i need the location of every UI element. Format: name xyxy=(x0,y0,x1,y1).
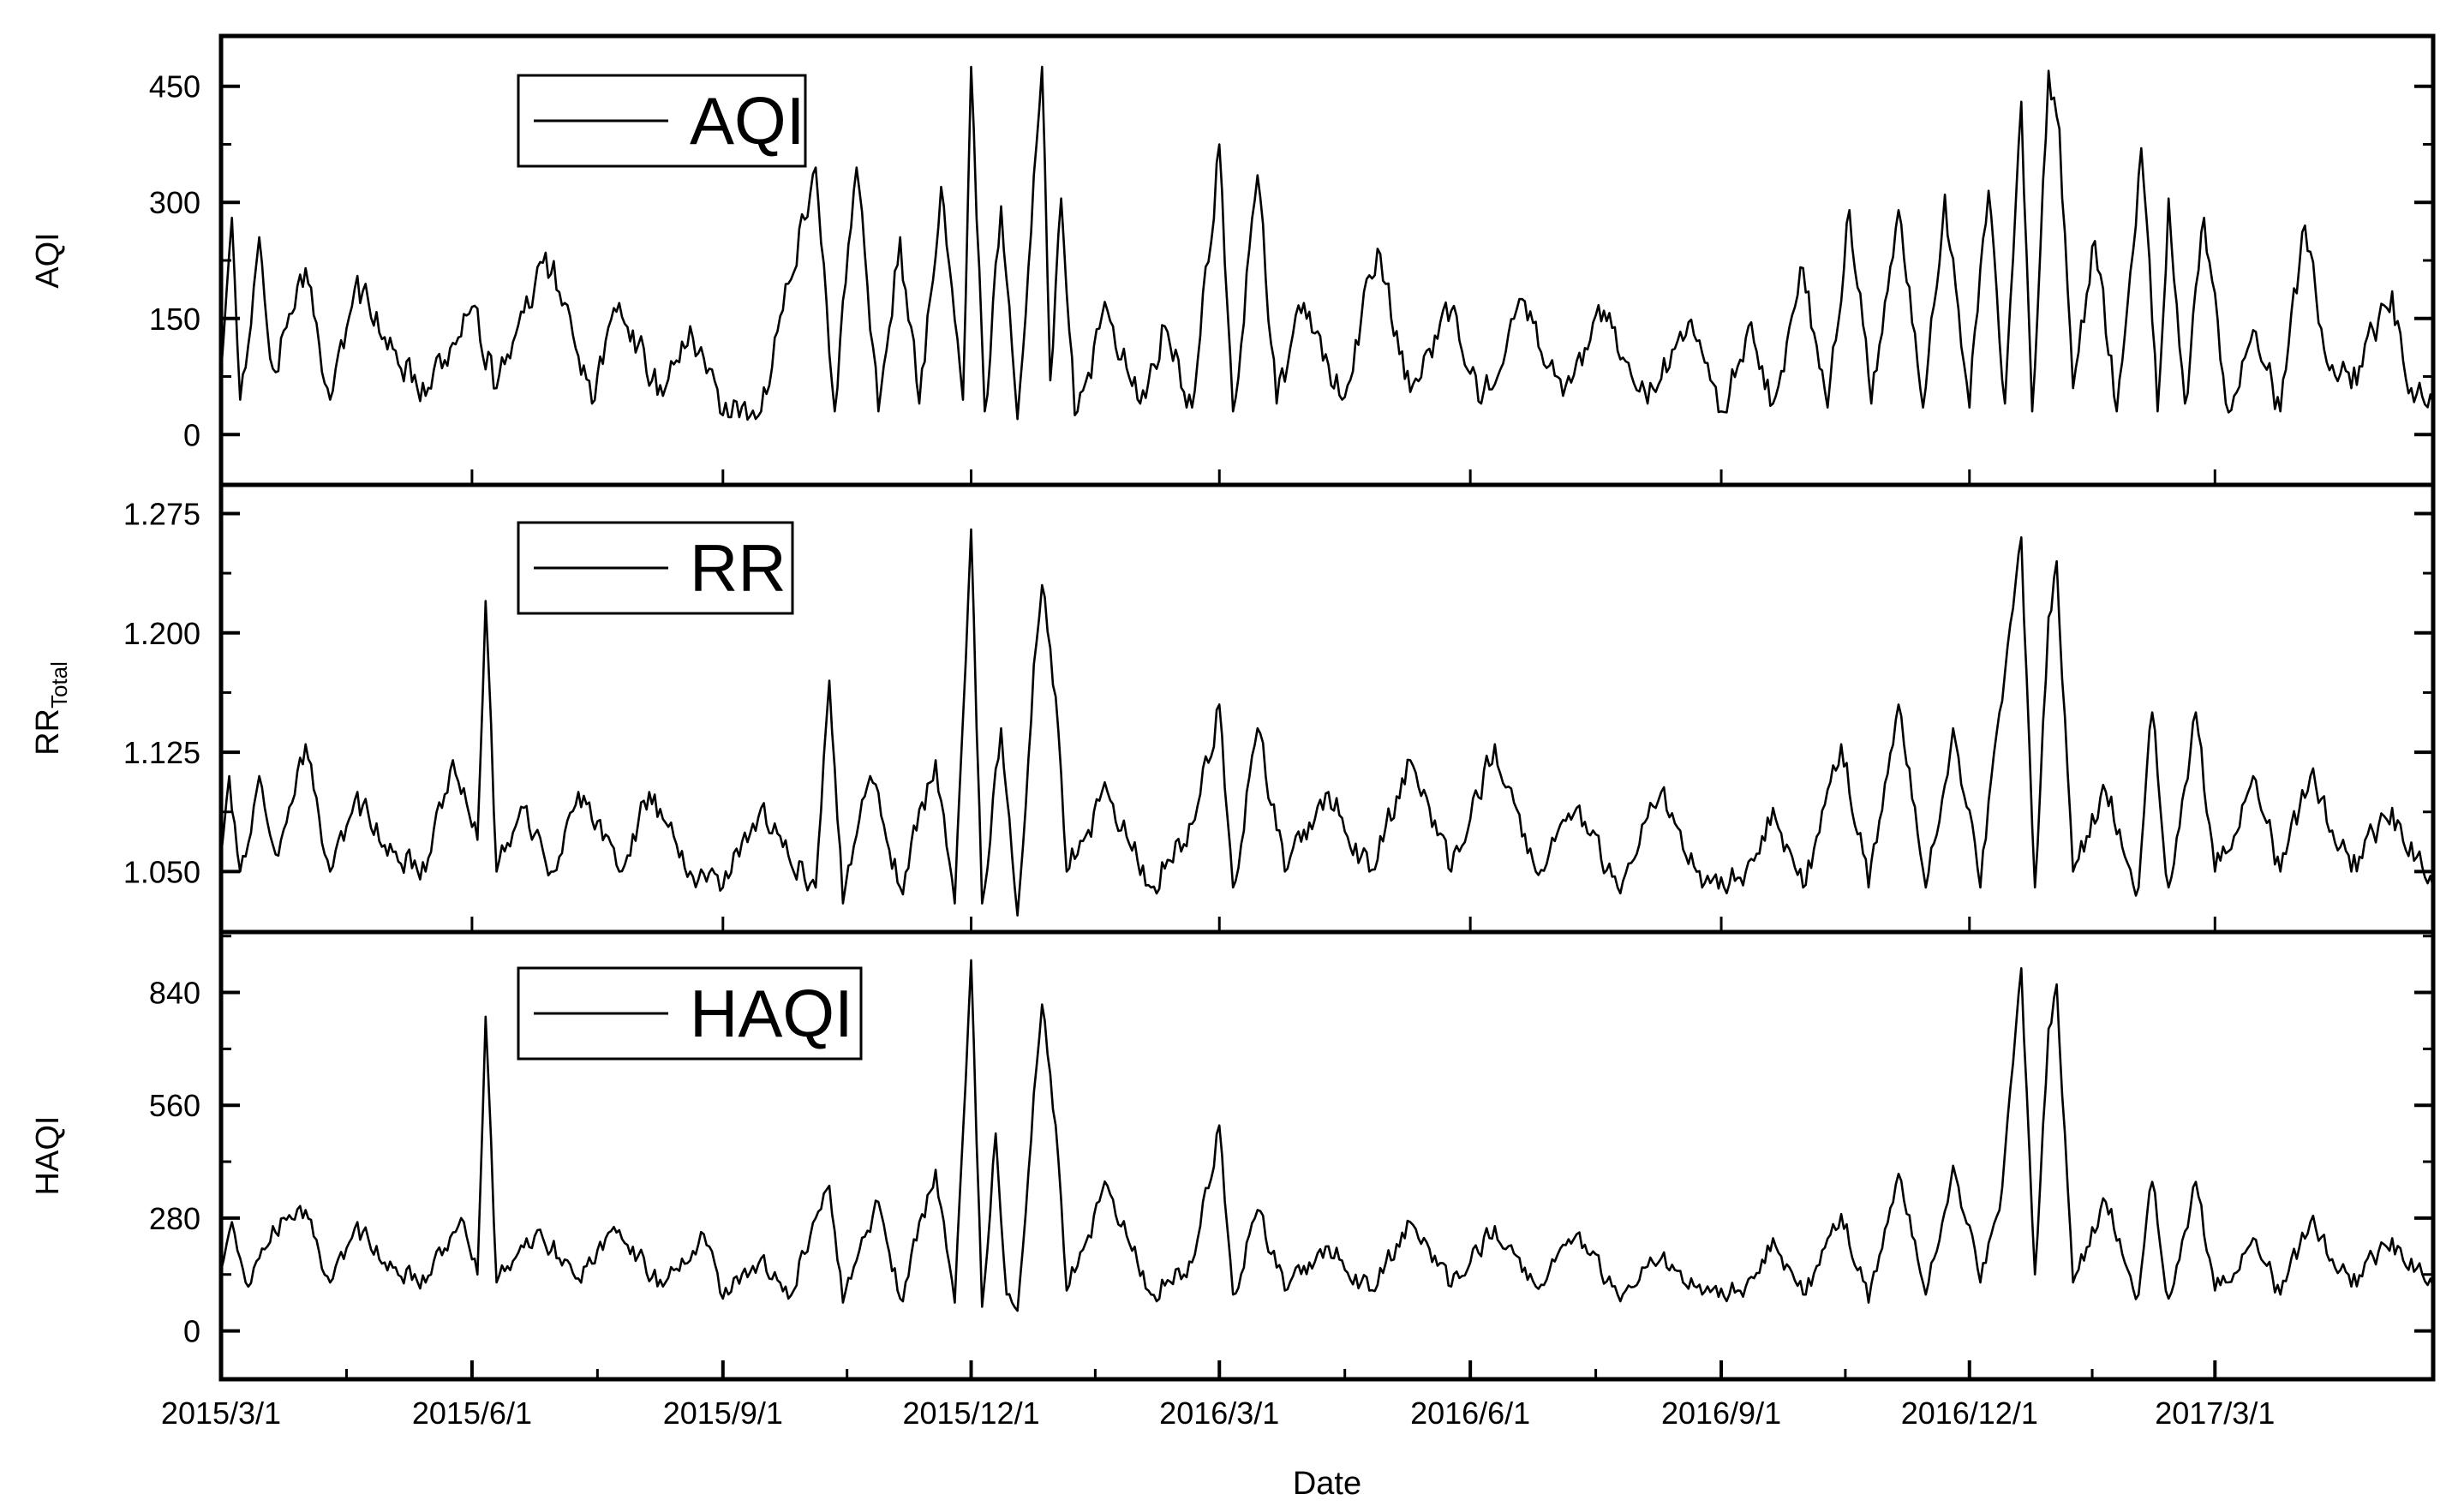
panel-rr: 1.050 1.125 1.200 1.275 RRTotal RR xyxy=(30,482,2436,935)
series-line-aqi xyxy=(219,65,2435,421)
y-tick-label: 0 xyxy=(183,417,200,452)
series-line-rr xyxy=(219,528,2435,917)
y-tick-label: 1.200 xyxy=(123,616,200,651)
panel-frame xyxy=(218,929,2436,1382)
legend-label: HAQI xyxy=(690,976,853,1051)
y-tick-label: 1.050 xyxy=(123,854,200,889)
y-tick-label: 560 xyxy=(149,1088,200,1123)
legend-rr: RR xyxy=(517,521,794,615)
y-tick-label: 450 xyxy=(149,69,200,105)
x-axis-label: Date xyxy=(1293,1466,1361,1502)
legend-aqi: AQI xyxy=(517,74,807,168)
x-tick-label: 2015/9/1 xyxy=(663,1395,783,1431)
y-tick-label: 1.125 xyxy=(123,735,200,770)
panel-aqi: 0 150 300 450 AQI AQI xyxy=(30,33,2436,487)
x-tick-label: 2016/6/1 xyxy=(1410,1395,1530,1431)
x-tick-label: 2016/12/1 xyxy=(1901,1395,2038,1431)
y-tick-label: 280 xyxy=(149,1201,200,1236)
y-axis-label: RRTotal xyxy=(30,661,72,756)
legend-label: RR xyxy=(690,530,786,606)
legend-haqi: HAQI xyxy=(517,966,863,1061)
x-tick-label: 2016/9/1 xyxy=(1661,1395,1781,1431)
y-tick-label: 300 xyxy=(149,185,200,220)
x-tick-label: 2015/12/1 xyxy=(902,1395,1039,1431)
x-tick-label: 2015/6/1 xyxy=(412,1395,532,1431)
x-tick-label: 2015/3/1 xyxy=(161,1395,281,1431)
x-tick-label: 2016/3/1 xyxy=(1159,1395,1279,1431)
series-line-haqi xyxy=(219,959,2435,1312)
y-tick-label: 1.275 xyxy=(123,496,200,531)
y-tick-label: 150 xyxy=(149,302,200,337)
panel-haqi: 0 280 560 840 HAQI HAQI xyxy=(30,929,2436,1382)
y-axis-label: AQI xyxy=(30,232,66,288)
y-tick-label: 0 xyxy=(183,1314,200,1349)
y-axis-label: HAQI xyxy=(30,1116,66,1196)
legend-label: AQI xyxy=(690,83,804,158)
y-tick-label: 840 xyxy=(149,976,200,1011)
x-tick-label: 2017/3/1 xyxy=(2155,1395,2275,1431)
